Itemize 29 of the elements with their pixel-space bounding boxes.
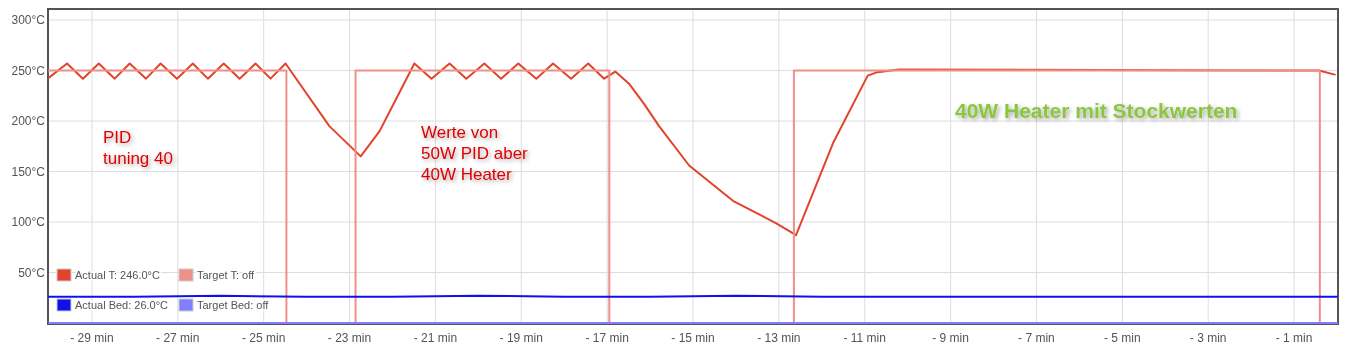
annotation: Werte von 50W PID aber 40W Heater bbox=[421, 123, 529, 184]
y-tick-label: 200°C bbox=[11, 114, 46, 129]
x-tick-label: - 21 min bbox=[413, 331, 458, 345]
annotation: PID tuning 40 bbox=[103, 128, 173, 168]
x-tick-label: - 1 min bbox=[1275, 331, 1313, 345]
x-tick-label: - 19 min bbox=[499, 331, 543, 345]
x-tick-label: - 11 min bbox=[843, 331, 886, 345]
x-tick-label: - 3 min bbox=[1189, 331, 1227, 345]
y-tick-label: 100°C bbox=[11, 215, 46, 230]
x-tick-label: - 29 min bbox=[70, 331, 114, 345]
x-tick-label: - 15 min bbox=[671, 331, 715, 345]
x-tick-label: - 9 min bbox=[932, 331, 969, 345]
line-series bbox=[48, 62, 1336, 237]
x-tick-label: - 7 min bbox=[1018, 331, 1055, 345]
annotation: 40W Heater mit Stockwerten bbox=[955, 99, 1238, 122]
x-tick-label: - 17 min bbox=[585, 331, 629, 345]
x-tick-label: - 5 min bbox=[1103, 331, 1141, 345]
x-tick-label: - 23 min bbox=[327, 331, 372, 345]
y-tick-label: 250°C bbox=[11, 63, 46, 78]
x-tick-label: - 25 min bbox=[241, 331, 286, 345]
legend-label: Actual T: 246.0°C bbox=[75, 269, 160, 281]
x-tick-label: - 27 min bbox=[156, 331, 200, 345]
y-tick-label: 150°C bbox=[11, 164, 46, 179]
y-tick-label: 300°C bbox=[11, 13, 46, 28]
legend-label: Target T: off bbox=[197, 269, 256, 281]
x-tick-label: - 13 min bbox=[757, 331, 801, 345]
legend-label: Actual Bed: 26.0°C bbox=[75, 299, 169, 311]
y-tick-label: 50°C bbox=[18, 265, 46, 280]
legend-label: Target Bed: off bbox=[197, 299, 270, 311]
